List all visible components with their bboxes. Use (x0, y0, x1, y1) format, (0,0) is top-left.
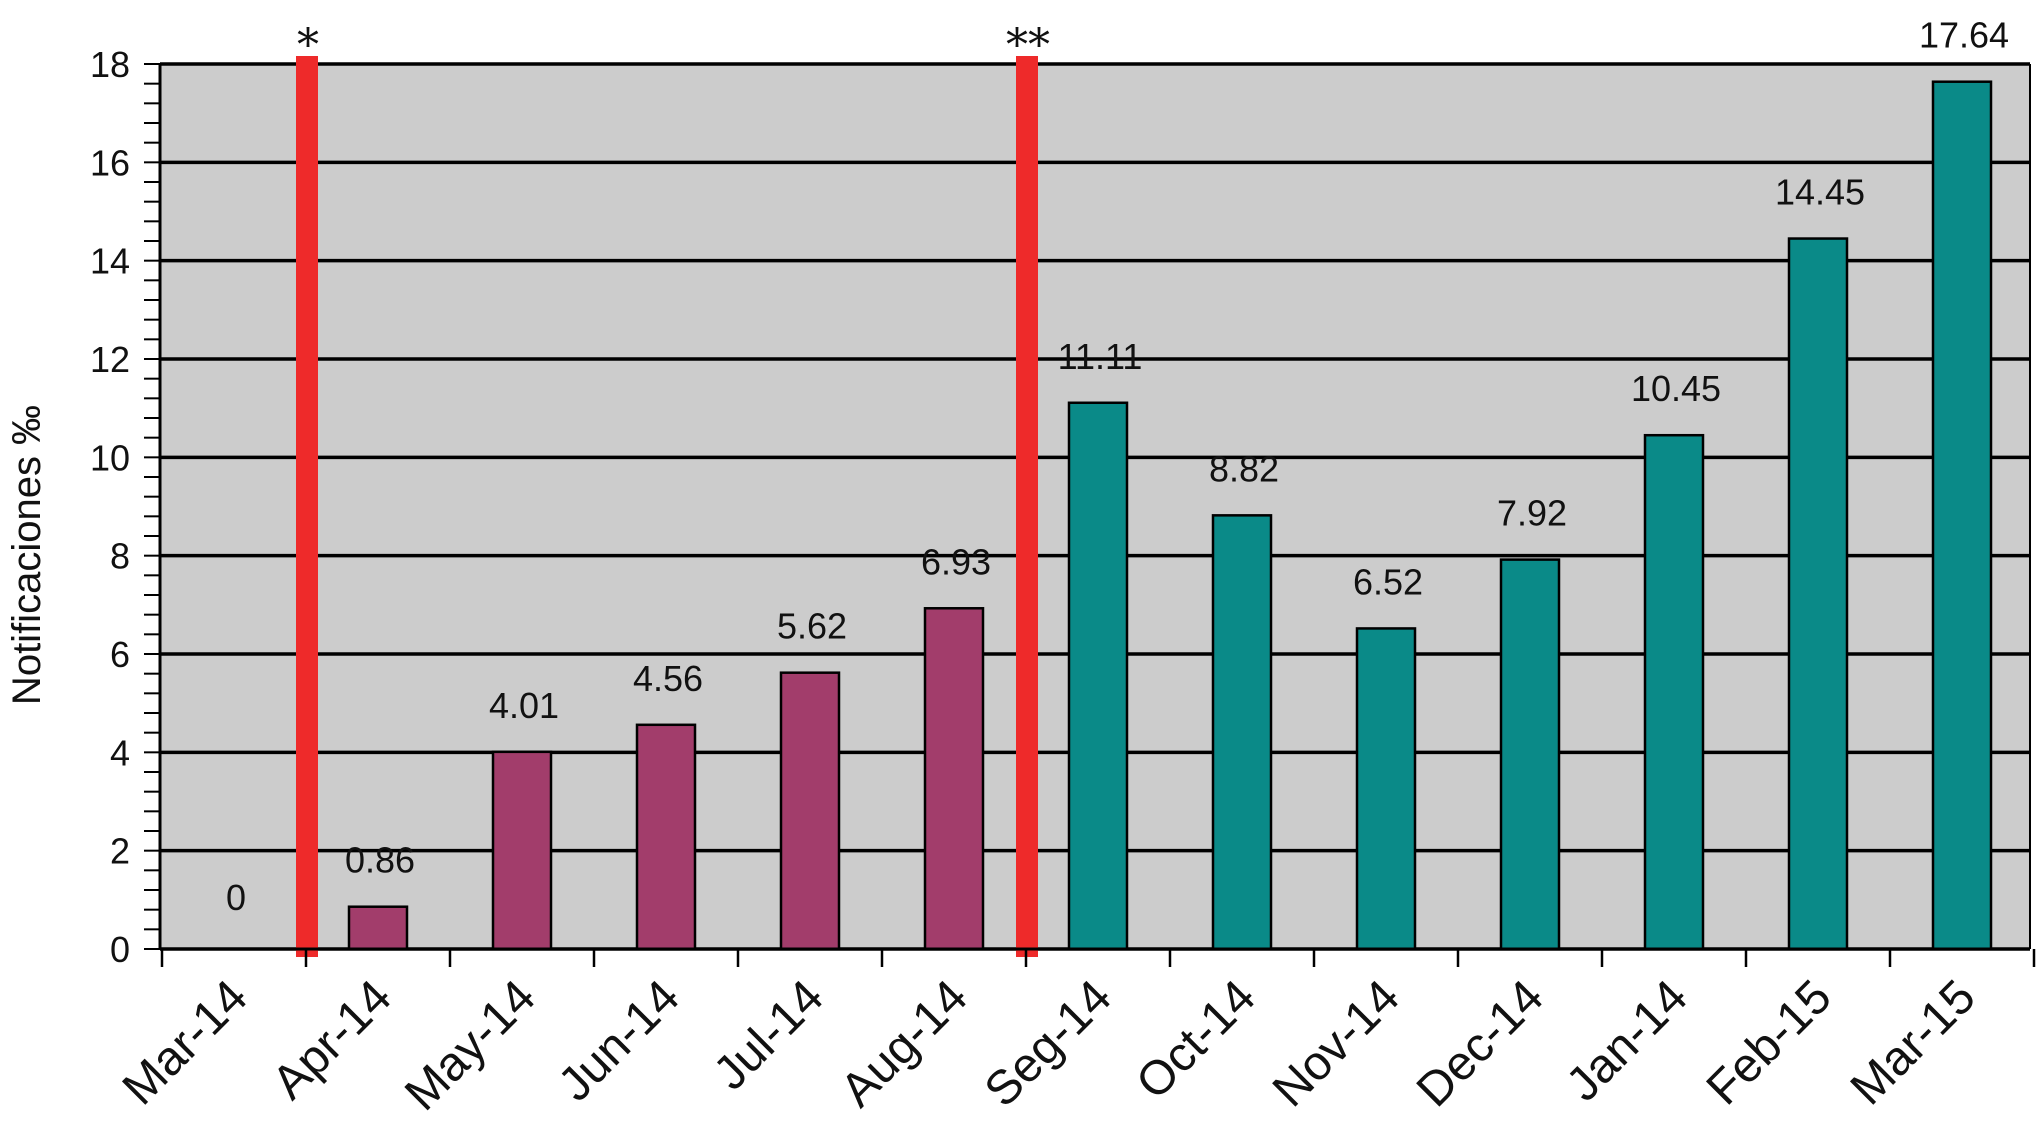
x-tick-label: Mar-15 (1841, 970, 1986, 1115)
y-tick-label: 4 (110, 732, 130, 773)
bar-value-label: 4.56 (633, 658, 703, 699)
bar (491, 750, 553, 951)
axes (158, 64, 2036, 967)
y-axis-minor-ticks (144, 63, 160, 950)
bar (1931, 80, 1993, 951)
x-tick-label: Mar-14 (113, 970, 258, 1115)
bar-value-label: 8.82 (1209, 448, 1279, 489)
bar (1211, 514, 1273, 951)
bar (635, 723, 697, 951)
x-tick-label: Jul-14 (704, 970, 834, 1100)
x-tick-label: Aug-14 (831, 970, 978, 1117)
y-tick-label: 8 (110, 536, 130, 577)
x-tick-label: Feb-15 (1697, 970, 1842, 1115)
event-marker-label: ** (1006, 20, 1050, 71)
x-tick-label: Nov-14 (1263, 970, 1410, 1117)
y-tick-label: 16 (90, 142, 130, 183)
y-axis-label: Notificaciones ‰ (5, 405, 49, 705)
bar (1643, 433, 1705, 951)
bar (347, 905, 409, 951)
x-tick-label: Jun-14 (549, 970, 690, 1111)
bar (1067, 401, 1129, 951)
bar-value-label: 6.52 (1353, 561, 1423, 602)
bar-value-label: 5.62 (777, 606, 847, 647)
event-marker-line (296, 56, 318, 957)
x-tick-label: Apr-14 (262, 970, 401, 1109)
event-marker-line (1016, 56, 1038, 957)
x-tick-label: Dec-14 (1407, 970, 1554, 1117)
y-tick-label: 18 (90, 44, 130, 85)
bars (347, 80, 1993, 951)
bar-value-label: 14.45 (1775, 172, 1865, 213)
y-tick-label: 10 (90, 437, 130, 478)
bar (1499, 558, 1561, 951)
x-tick-label: May-14 (395, 970, 546, 1121)
bar-value-label: 6.93 (921, 541, 991, 582)
bar (1355, 627, 1417, 951)
bar (923, 607, 985, 951)
y-tick-label: 12 (90, 339, 130, 380)
x-tick-label: Jan-14 (1557, 970, 1698, 1111)
bar-value-label: 17.64 (1919, 15, 2009, 56)
y-tick-label: 14 (90, 241, 130, 282)
bar-value-label: 11.11 (1058, 336, 1143, 377)
y-tick-label: 6 (110, 634, 130, 675)
x-tick-label: Oct-14 (1126, 970, 1265, 1109)
y-tick-label: 2 (110, 831, 130, 872)
bar (1787, 237, 1849, 951)
bar-value-label: 4.01 (489, 685, 559, 726)
event-markers: * ** (296, 20, 1050, 957)
y-tick-labels: 0 2 4 6 8 10 12 14 16 18 (90, 44, 130, 970)
bar-value-label: 10.45 (1631, 368, 1721, 409)
x-tick-label: Seg-14 (975, 970, 1122, 1117)
bar-value-label: 7.92 (1497, 493, 1567, 534)
bar-value-label: 0 (226, 877, 246, 918)
y-tick-label: 0 (110, 929, 130, 970)
event-marker-label: * (297, 20, 319, 71)
data-labels: 0 0.86 4.01 4.56 5.62 6.93 11.11 8.82 6.52 7.92 10… (226, 15, 2009, 918)
bar (779, 671, 841, 951)
bar-value-label: 0.86 (345, 840, 415, 881)
